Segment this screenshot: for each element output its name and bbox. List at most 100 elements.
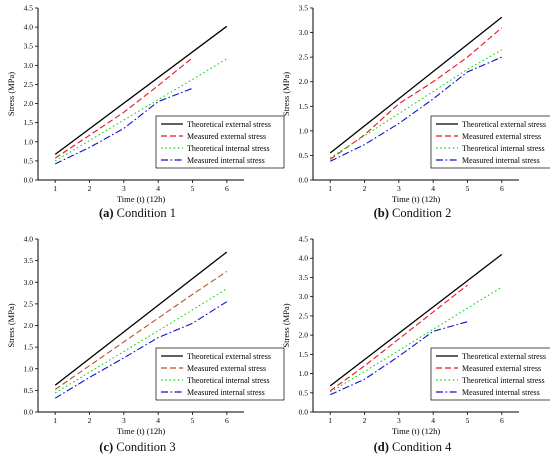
series-line-3 [329,49,503,159]
caption-c-text: Condition 3 [116,440,176,454]
x-tick-label: 2 [88,416,92,425]
x-tick-label: 4 [156,416,160,425]
legend-label-3: Theoretical internal stress [462,144,545,153]
x-tick-label: 5 [466,416,470,425]
y-tick-label: 0.0 [24,408,34,417]
series-line-2 [54,57,193,159]
legend-label-3: Theoretical internal stress [187,376,270,385]
caption-d: (d) Condition 4 [275,440,550,455]
x-tick-label: 3 [122,416,126,425]
y-tick-label: 3.5 [24,256,34,265]
y-tick-label: 3.0 [299,28,309,37]
y-axis-label: Stress (MPa) [6,72,16,116]
y-tick-label: 0.0 [24,176,34,185]
x-axis-label: Time (t) (12h) [117,194,165,204]
y-tick-label: 4.5 [299,235,309,244]
legend-label-2: Measured external stress [462,364,541,373]
y-tick-label: 3.0 [24,278,34,287]
y-tick-label: 1.5 [24,343,34,352]
x-tick-label: 2 [363,416,367,425]
caption-a-letter: (a) [98,206,114,220]
series-line-4 [329,56,503,162]
x-tick-label: 4 [431,416,435,425]
legend: Theoretical external stress Measured exte… [155,115,285,169]
chart-d-svg: 0.0 0.5 1.0 1.5 2.0 2.5 3.0 3.5 4.0 4.5 1 2 3 4 5 6 Time… [281,235,550,436]
x-tick-label: 6 [500,184,504,193]
legend-label-4: Measured internal stress [187,156,265,165]
chart-panel-d: 0.0 0.5 1.0 1.5 2.0 2.5 3.0 3.5 4.0 4.5 1 2 3 4 5 6 Time… [275,229,550,439]
x-tick-label: 2 [88,184,92,193]
y-tick-label: 1.0 [24,137,34,146]
y-tick-label: 1.0 [24,364,34,373]
y-tick-label: 4.5 [24,4,34,13]
y-tick-label: 3.5 [299,4,309,13]
y-tick-label: 2.5 [299,311,309,320]
y-tick-label: 2.5 [24,80,34,89]
series-line-4 [54,87,193,165]
legend-label-4: Measured internal stress [462,156,540,165]
x-tick-label: 4 [156,184,160,193]
y-tick-label: 1.5 [299,350,309,359]
chart-b-svg: 0.0 0.5 1.0 1.5 2.0 2.5 3.0 3.5 1 2 3 4 5 6 Time (t) (… [281,4,550,204]
caption-c: (c) Condition 3 [0,440,275,455]
y-tick-label: 4.0 [299,254,309,263]
y-tick-label: 1.5 [24,118,34,127]
x-tick-label: 6 [225,416,229,425]
y-tick-label: 4.0 [24,23,34,32]
series-line-1 [329,253,503,387]
y-tick-label: 3.0 [299,292,309,301]
x-tick-label: 5 [191,184,195,193]
legend: Theoretical external stress Measured exte… [430,347,550,401]
y-tick-label: 1.5 [299,102,309,111]
y-axis-label: Stress (MPa) [281,303,291,347]
series-line-2 [329,27,503,160]
caption-d-text: Condition 4 [392,440,452,454]
legend-box [430,115,550,169]
caption-b-letter: (b) [373,206,389,220]
legend-label-4: Measured internal stress [462,388,540,397]
caption-b-text: Condition 2 [392,206,452,220]
y-tick-label: 0.5 [299,151,309,160]
legend-label-4: Measured internal stress [187,388,265,397]
y-tick-label: 0.0 [299,176,309,185]
series-line-1 [329,16,503,154]
chart-panel-a: 0.0 0.5 1.0 1.5 2.0 2.5 3.0 3.5 4.0 4.5 1 2 3 4 5 6 Time… [0,0,285,205]
x-tick-label: 3 [122,184,126,193]
y-tick-label: 1.0 [299,126,309,135]
y-tick-label: 0.0 [299,408,309,417]
y-tick-label: 4.0 [24,235,34,244]
y-tick-label: 0.5 [299,388,309,397]
series-line-1 [54,251,228,386]
y-axis-label: Stress (MPa) [6,303,16,347]
x-axis-label: Time (t) (12h) [117,426,165,436]
y-tick-label: 2.0 [299,77,309,86]
x-tick-label: 5 [466,184,470,193]
y-tick-label: 2.5 [299,53,309,62]
x-tick-label: 2 [363,184,367,193]
y-axis-label: Stress (MPa) [281,72,291,116]
x-axis-label: Time (t) (12h) [392,194,440,204]
legend-label-1: Theoretical external stress [462,120,546,129]
y-tick-label: 3.5 [299,273,309,282]
y-tick-label: 2.0 [24,321,34,330]
chart-a-svg: 0.0 0.5 1.0 1.5 2.0 2.5 3.0 3.5 4.0 4.5 1 2 3 4 5 6 Time… [6,4,285,204]
legend-label-2: Measured external stress [187,132,266,141]
x-tick-label: 3 [397,184,401,193]
legend-label-3: Theoretical internal stress [187,144,270,153]
caption-c-letter: (c) [99,440,114,454]
legend: Theoretical external stress Measured exte… [155,347,285,401]
y-tick-label: 1.0 [299,369,309,378]
legend: Theoretical external stress Measured exte… [430,115,550,169]
caption-b: (b) Condition 2 [275,206,550,221]
legend-label-1: Theoretical external stress [462,352,546,361]
y-tick-label: 0.5 [24,386,34,395]
chart-panel-b: 0.0 0.5 1.0 1.5 2.0 2.5 3.0 3.5 1 2 3 4 5 6 Time (t) (… [275,0,550,205]
y-tick-label: 3.5 [24,42,34,51]
chart-c-svg: 0.0 0.5 1.0 1.5 2.0 2.5 3.0 3.5 4.0 1 2 3 4 5 6 Time (t… [6,235,285,436]
legend-box [155,115,285,169]
caption-d-letter: (d) [373,440,389,454]
y-tick-label: 0.5 [24,156,34,165]
legend-box [155,347,285,401]
legend-label-1: Theoretical external stress [187,120,271,129]
x-tick-label: 1 [53,184,57,193]
